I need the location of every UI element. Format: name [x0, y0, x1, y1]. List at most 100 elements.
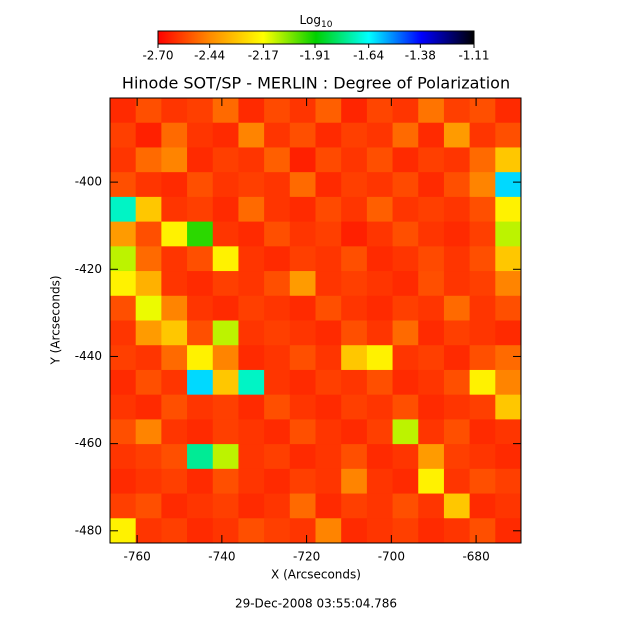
heatmap-cell — [161, 518, 188, 544]
heatmap-cell — [110, 444, 137, 470]
heatmap-cell — [341, 147, 368, 173]
heatmap-cell — [135, 345, 162, 371]
heatmap-cell — [289, 444, 316, 470]
heatmap-cell — [135, 122, 162, 148]
colorbar-tick-label: -1.91 — [299, 49, 330, 63]
x-tick-label: -740 — [208, 550, 235, 564]
heatmap-cell — [495, 419, 522, 445]
colorbar-tick-label: -1.11 — [458, 49, 489, 63]
heatmap-cell — [495, 468, 522, 495]
heatmap-cell — [187, 221, 214, 247]
heatmap-cell — [443, 419, 471, 445]
heatmap-cell — [366, 98, 394, 124]
heatmap-cell — [495, 271, 522, 297]
heatmap-cell — [135, 196, 162, 223]
heatmap-cell — [469, 320, 496, 346]
heatmap-cell — [469, 493, 496, 519]
heatmap-cell — [366, 221, 394, 247]
heatmap — [110, 98, 522, 544]
heatmap-cell — [392, 518, 419, 544]
heatmap-cell — [366, 419, 394, 445]
y-tick-label: -420 — [75, 262, 102, 276]
heatmap-cell — [366, 493, 394, 519]
heatmap-cell — [315, 419, 342, 445]
heatmap-cell — [495, 369, 522, 396]
colorbar-label: Log10 — [300, 13, 333, 30]
colorbar — [157, 30, 475, 45]
heatmap-cell — [495, 295, 522, 321]
heatmap-cell — [341, 345, 368, 371]
heatmap-cell — [366, 122, 394, 148]
heatmap-cell — [264, 172, 291, 198]
heatmap-cell — [238, 246, 265, 272]
heatmap-cell — [443, 369, 471, 396]
x-axis-label: X (Arcseconds) — [271, 568, 361, 582]
heatmap-cell — [289, 518, 316, 544]
colorbar-tick-label: -2.17 — [248, 49, 279, 63]
heatmap-cell — [187, 419, 214, 445]
heatmap-cell — [264, 345, 291, 371]
heatmap-cell — [187, 295, 214, 321]
heatmap-cell — [110, 345, 137, 371]
heatmap-cell — [443, 271, 471, 297]
heatmap-cell — [135, 246, 162, 272]
heatmap-cell — [212, 320, 239, 346]
heatmap-cell — [264, 518, 291, 544]
heatmap-cell — [443, 98, 471, 124]
heatmap-cell — [110, 196, 137, 223]
heatmap-cell — [135, 147, 162, 173]
heatmap-cell — [469, 419, 496, 445]
heatmap-cell — [212, 271, 239, 297]
heatmap-cell — [161, 444, 188, 470]
heatmap-cell — [418, 320, 445, 346]
heatmap-cell — [212, 493, 239, 519]
heatmap-cell — [495, 147, 522, 173]
heatmap-cell — [212, 394, 239, 420]
heatmap-cell — [495, 221, 522, 247]
heatmap-cell — [443, 518, 471, 544]
heatmap-cell — [289, 369, 316, 396]
heatmap-cell — [238, 444, 265, 470]
heatmap-cell — [469, 196, 496, 223]
heatmap-cell — [418, 246, 445, 272]
heatmap-cell — [212, 444, 239, 470]
x-tick-label: -720 — [293, 550, 320, 564]
heatmap-cell — [392, 196, 419, 223]
heatmap-cell — [110, 419, 137, 445]
heatmap-cell — [135, 394, 162, 420]
heatmap-cell — [289, 221, 316, 247]
heatmap-cell — [469, 98, 496, 124]
heatmap-cell — [289, 122, 316, 148]
heatmap-cell — [315, 122, 342, 148]
heatmap-cell — [366, 369, 394, 396]
heatmap-cell — [469, 444, 496, 470]
heatmap-cell — [289, 172, 316, 198]
y-tick-label: -440 — [75, 349, 102, 363]
heatmap-cell — [264, 394, 291, 420]
heatmap-cell — [366, 147, 394, 173]
heatmap-cell — [443, 394, 471, 420]
heatmap-cell — [161, 394, 188, 420]
heatmap-cell — [264, 369, 291, 396]
heatmap-cell — [418, 369, 445, 396]
heatmap-cell — [341, 320, 368, 346]
y-tick-label: -400 — [75, 175, 102, 189]
heatmap-cell — [238, 320, 265, 346]
heatmap-cell — [187, 172, 214, 198]
heatmap-cell — [418, 493, 445, 519]
colorbar-tick-label: -2.70 — [142, 49, 173, 63]
heatmap-cell — [495, 122, 522, 148]
heatmap-cell — [110, 271, 137, 297]
heatmap-cell — [366, 468, 394, 495]
heatmap-cell — [341, 468, 368, 495]
heatmap-cell — [443, 246, 471, 272]
heatmap-cell — [443, 345, 471, 371]
heatmap-cell — [495, 345, 522, 371]
heatmap-cell — [135, 221, 162, 247]
heatmap-cell — [135, 468, 162, 495]
heatmap-cell — [238, 394, 265, 420]
heatmap-cell — [264, 295, 291, 321]
heatmap-cell — [187, 369, 214, 396]
heatmap-cell — [495, 444, 522, 470]
